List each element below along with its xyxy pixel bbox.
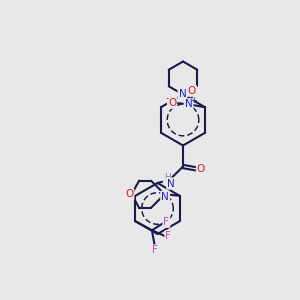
Text: N: N [178, 88, 186, 99]
Text: F: F [164, 217, 169, 227]
Text: N: N [161, 192, 169, 202]
Text: -: - [166, 94, 169, 103]
Text: N: N [167, 178, 175, 189]
Text: +: + [190, 96, 197, 105]
Text: O: O [188, 86, 196, 96]
Text: O: O [197, 164, 205, 175]
Text: H: H [164, 173, 170, 182]
Text: F: F [166, 231, 171, 241]
Text: O: O [168, 98, 176, 108]
Text: F: F [152, 245, 158, 255]
Text: N: N [185, 99, 193, 109]
Text: O: O [125, 189, 133, 199]
